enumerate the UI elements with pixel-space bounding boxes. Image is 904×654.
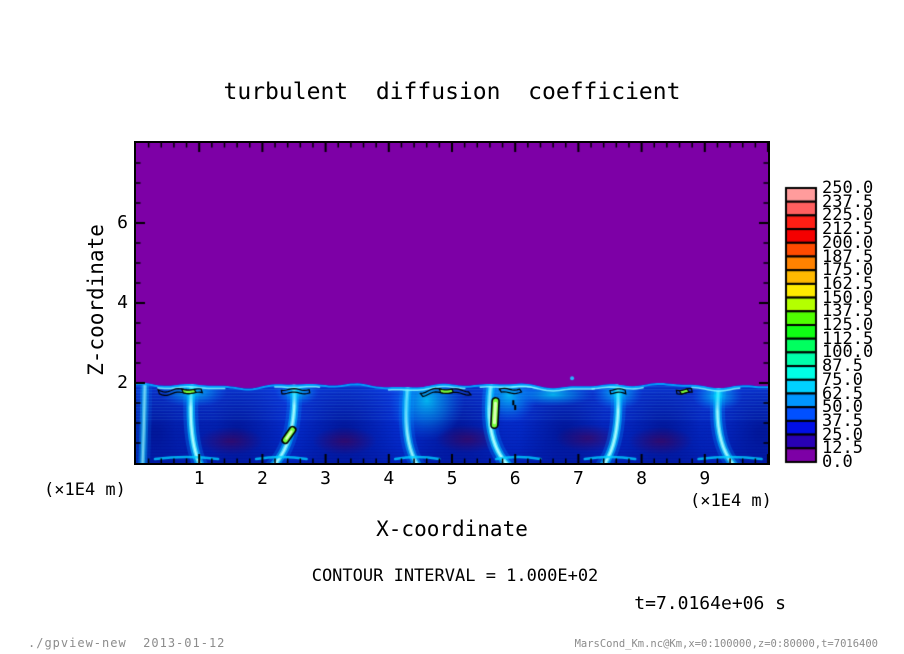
x-tick-label: 2	[256, 468, 268, 489]
footer-dataset-text: MarsCond_Km.nc@Km,x=0:100000,z=0:80000,t…	[574, 638, 878, 650]
x-tick-label: 4	[383, 468, 395, 489]
colorbar-label: 112.5	[822, 328, 874, 349]
x-tick-label: 1	[193, 468, 205, 489]
x-tick-label: 6	[509, 468, 521, 489]
time-label: t=7.0164e+06 s	[634, 593, 786, 614]
colorbar-label: 187.5	[822, 246, 874, 267]
colorbar-label: 75.0	[822, 369, 863, 390]
colorbar-label: 100.0	[822, 342, 874, 363]
y-tick-label: 6	[117, 212, 128, 233]
colorbar-label: 225.0	[822, 205, 874, 226]
colorbar-label: 62.5	[822, 383, 863, 404]
colorbar-label: 12.5	[822, 438, 863, 459]
colorbar-label: 25.0	[822, 424, 863, 445]
x-unit-label-right: (×1E4 m)	[690, 491, 772, 511]
x-tick-label: 3	[320, 468, 332, 489]
colorbar-label: 125.0	[822, 315, 874, 335]
x-axis-label: X-coordinate	[376, 517, 528, 541]
colorbar-label: 250.0	[822, 178, 874, 198]
colorbar-label: 50.0	[822, 397, 863, 418]
y-tick-label: 2	[117, 372, 128, 393]
colorbar-label: 37.5	[822, 410, 863, 431]
x-tick-label: 5	[446, 468, 458, 489]
colorbar-label: 0.0	[822, 452, 853, 472]
colorbar-label: 175.0	[822, 260, 874, 281]
x-tick-label: 9	[699, 468, 711, 489]
footer-command-text: ./gpview-new 2013-01-12	[28, 636, 226, 650]
colorbar-label: 137.5	[822, 301, 874, 322]
x-tick-label: 8	[636, 468, 648, 489]
y-tick-label: 4	[117, 292, 128, 313]
x-unit-label-left: (×1E4 m)	[44, 480, 126, 500]
colorbar-label: 87.5	[822, 356, 863, 377]
colorbar	[784, 186, 820, 464]
contour-field-canvas	[136, 143, 768, 463]
contour-interval-text: CONTOUR INTERVAL = 1.000E+02	[311, 566, 599, 586]
colorbar-label: 150.0	[822, 287, 874, 308]
x-tick-label: 7	[572, 468, 584, 489]
plot-title: turbulent diffusion coefficient	[223, 79, 681, 105]
colorbar-label: 237.5	[822, 191, 874, 212]
colorbar-label: 200.0	[822, 232, 874, 253]
colorbar-label: 162.5	[822, 273, 874, 294]
plot-frame	[134, 141, 770, 465]
colorbar-label: 212.5	[822, 219, 874, 240]
